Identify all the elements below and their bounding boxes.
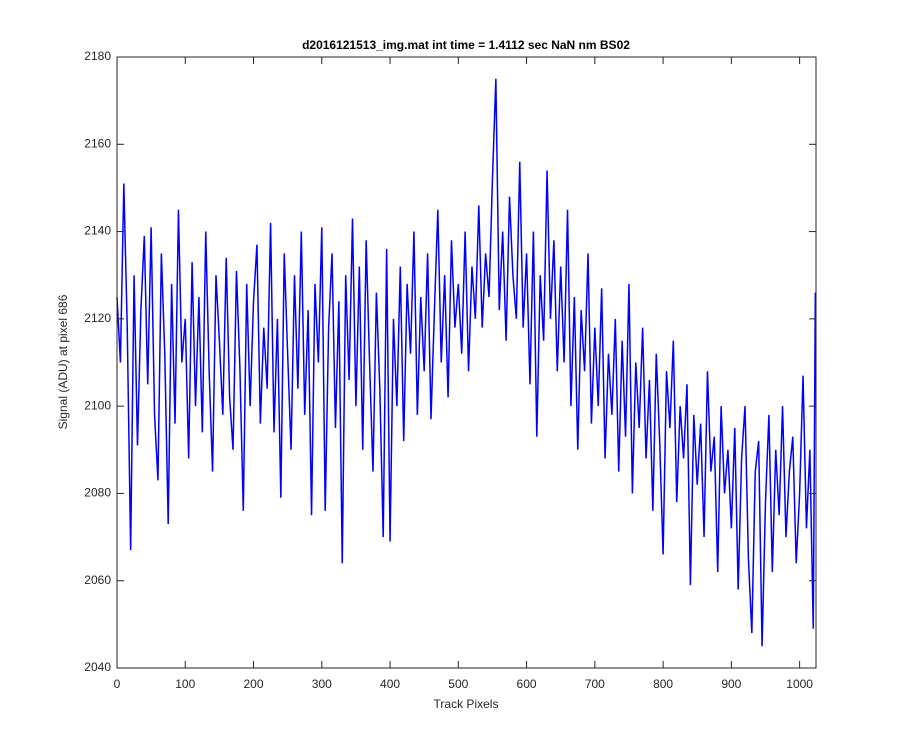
- x-tick-label: 900: [721, 677, 741, 691]
- y-axis-label: Signal (ADU) at pixel 686: [56, 294, 70, 429]
- x-tick-label: 0: [114, 677, 121, 691]
- x-tick-label: 500: [448, 677, 468, 691]
- x-tick-label: 800: [653, 677, 673, 691]
- y-tick-label: 2140: [84, 224, 111, 238]
- x-tick-label: 400: [380, 677, 400, 691]
- x-tick-label: 600: [517, 677, 537, 691]
- y-tick-label: 2180: [84, 49, 111, 63]
- y-tick-label: 2080: [84, 486, 111, 500]
- x-tick-label: 200: [244, 677, 264, 691]
- x-tick-label: 100: [175, 677, 195, 691]
- y-tick-label: 2120: [84, 311, 111, 325]
- data-line: [116, 78, 817, 647]
- axes-box: [116, 56, 817, 669]
- x-axis-label: Track Pixels: [434, 697, 499, 711]
- y-tick-label: 2100: [84, 398, 111, 412]
- y-tick-label: 2160: [84, 136, 111, 150]
- x-tick-label: 300: [312, 677, 332, 691]
- x-tick-label: 1000: [786, 677, 813, 691]
- y-tick-label: 2060: [84, 573, 111, 587]
- x-tick-label: 700: [585, 677, 605, 691]
- chart-title: d2016121513_img.mat int time = 1.4112 se…: [302, 38, 630, 52]
- y-tick-label: 2040: [84, 660, 111, 674]
